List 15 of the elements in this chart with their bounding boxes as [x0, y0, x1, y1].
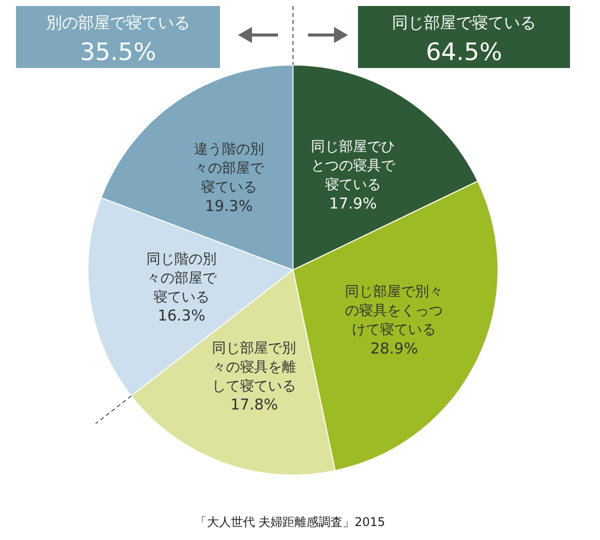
text: 35.5%: [80, 38, 156, 66]
slice-label: 同じ階の別々の部屋で寝ている: [146, 251, 218, 306]
slice-label: 違う階の別々の部屋で寝ている: [194, 142, 265, 196]
text: 同じ部屋で寝ている: [392, 13, 536, 32]
slice-label: 同じ部屋で別々の寝具をくっつけて寝ている: [345, 284, 444, 338]
slice-label: 同じ部屋で別々の寝具を離して寝ている: [212, 340, 296, 394]
text: 別の部屋で寝ている: [46, 13, 190, 32]
slice-label: 同じ部屋でひとつの寝具で寝ている: [311, 138, 396, 193]
text: 「大人世代 夫婦距離感調査」2015: [194, 515, 386, 529]
data-label: 19.3%: [205, 197, 253, 216]
data-label: 17.9%: [329, 194, 377, 212]
data-label: 16.3%: [158, 306, 206, 325]
data-label: 17.8%: [230, 396, 278, 414]
data-label: 28.9%: [370, 340, 418, 358]
text: 64.5%: [426, 38, 502, 66]
